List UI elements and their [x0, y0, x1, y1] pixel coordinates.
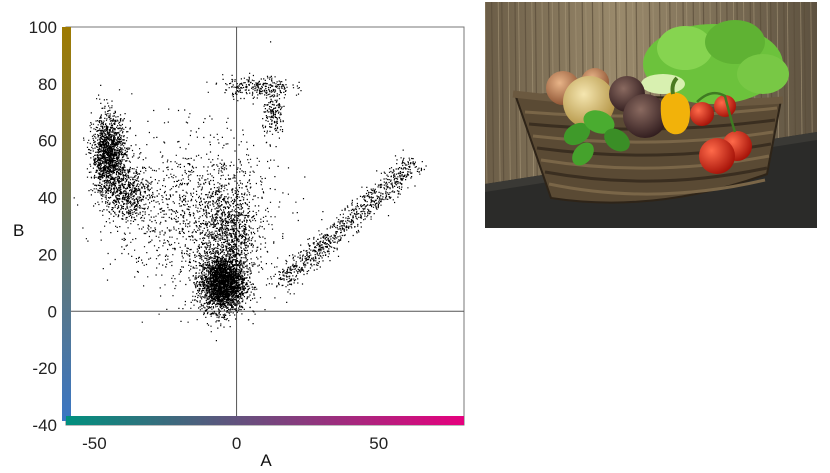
- tomato: [690, 102, 714, 126]
- mint-leaf: [604, 128, 630, 152]
- tomato-vine: [696, 91, 737, 133]
- mint-leaf: [583, 110, 615, 134]
- beet: [623, 94, 667, 138]
- point-cluster-right-arm: [267, 149, 427, 299]
- fence-slat: [501, 2, 505, 193]
- weave-strand: [548, 178, 766, 196]
- lettuce-stem: [641, 74, 685, 94]
- x-axis-title: A: [260, 451, 272, 470]
- y-tick-label: 20: [38, 245, 57, 264]
- mint-leaf: [563, 122, 591, 146]
- y-tick-label: 80: [38, 75, 57, 94]
- mint-sprig: [563, 110, 630, 166]
- pepper-stem: [670, 76, 679, 95]
- point-cluster-left-arm: [83, 89, 141, 224]
- y-tick-label: 60: [38, 132, 57, 151]
- scatter-chart: -40 -20 0 20 40 60 80 100 -50 0 50 A B: [13, 18, 465, 470]
- x-tick-label: -50: [82, 434, 107, 453]
- y-tick-label: 40: [38, 189, 57, 208]
- lettuce-leaf: [705, 20, 765, 64]
- tomato: [714, 95, 736, 117]
- x-tick-label: 50: [369, 434, 388, 453]
- fence-slat: [508, 2, 511, 193]
- y-color-bar: [62, 27, 71, 421]
- y-tick-label: 0: [48, 302, 57, 321]
- y-tick-labels: -40 -20 0 20 40 60 80 100: [29, 18, 57, 435]
- lettuce-leaf: [657, 26, 713, 70]
- x-color-bar: [66, 416, 464, 425]
- y-tick-label: 100: [29, 18, 57, 37]
- weave-strand: [540, 154, 770, 170]
- y-tick-label: -40: [32, 416, 57, 435]
- lettuce-leaf: [737, 54, 789, 94]
- weave-strand: [544, 166, 768, 183]
- fence-slat: [485, 2, 488, 193]
- photo-illustration: [485, 2, 817, 228]
- point-cluster-core: [179, 231, 262, 342]
- y-tick-label: -20: [32, 359, 57, 378]
- vegetable-basket-photo: [485, 2, 817, 228]
- tomato: [699, 138, 735, 174]
- point-cluster-left-arm-tail: [93, 155, 168, 235]
- scatter-points: [73, 41, 427, 342]
- point-cluster-top-hook: [262, 77, 285, 148]
- x-tick-labels: -50 0 50: [82, 434, 388, 453]
- fence-slat: [497, 2, 501, 193]
- y-axis-title: B: [13, 221, 24, 240]
- yellow-pepper: [660, 92, 690, 135]
- fence-slat: [491, 2, 495, 193]
- x-tick-label: 0: [232, 434, 241, 453]
- mint-leaf: [572, 142, 594, 166]
